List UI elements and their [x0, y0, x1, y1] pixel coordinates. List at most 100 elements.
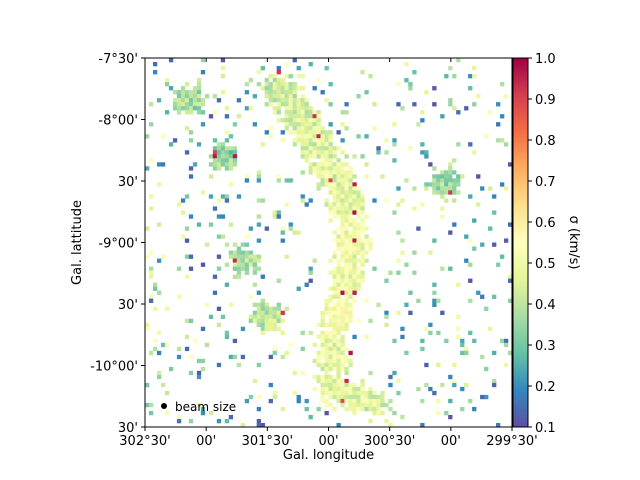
heatmap-cell	[488, 110, 493, 115]
heatmap-cell	[364, 242, 369, 247]
heatmap-cell	[324, 322, 329, 328]
heatmap-cell	[340, 190, 345, 195]
heatmap-cell	[192, 94, 198, 99]
heatmap-cell	[236, 266, 242, 271]
heatmap-cell	[324, 66, 329, 71]
heatmap-cell	[324, 334, 329, 340]
heatmap-cell	[296, 230, 301, 235]
heatmap-cell	[352, 246, 357, 251]
heatmap-cell	[452, 198, 457, 203]
heatmap-cell	[216, 142, 222, 147]
heatmap-cell	[280, 318, 285, 324]
heatmap-cell	[188, 90, 194, 95]
heatmap-cell	[220, 162, 226, 167]
heatmap-cell	[456, 178, 461, 183]
heatmap-cell	[308, 170, 313, 175]
heatmap-cell	[320, 182, 325, 187]
heatmap-cell	[316, 78, 321, 83]
heatmap-cell	[348, 386, 353, 392]
heatmap-cell	[336, 258, 341, 263]
heatmap-cell	[368, 394, 373, 400]
heatmap-cell	[360, 394, 365, 400]
heatmap-cell	[348, 314, 353, 320]
heatmap-cell	[276, 214, 281, 219]
heatmap-cell	[232, 146, 238, 151]
heatmap-cell	[356, 406, 361, 412]
heatmap-cell	[316, 126, 321, 131]
heatmap-cell	[280, 82, 285, 87]
heatmap-cell	[420, 422, 425, 428]
heatmap-cell	[340, 246, 345, 251]
heatmap-cell	[332, 318, 337, 324]
heatmap-cell	[252, 302, 257, 307]
heatmap-cell	[456, 58, 461, 63]
heatmap-cell	[412, 70, 417, 75]
heatmap-cell	[276, 210, 281, 215]
heatmap-cell	[156, 290, 162, 295]
heatmap-cell	[256, 314, 261, 320]
heatmap-cell	[348, 282, 353, 287]
heatmap-cell	[452, 74, 457, 79]
heatmap-cell	[376, 302, 381, 307]
heatmap-cell	[356, 402, 361, 408]
heatmap-cell	[252, 282, 257, 287]
heatmap-cell	[224, 146, 230, 151]
heatmap-cell	[300, 86, 305, 91]
heatmap-cell	[384, 138, 389, 143]
heatmap-cell	[356, 394, 361, 400]
heatmap-cell	[160, 342, 166, 348]
heatmap-cell	[232, 150, 238, 155]
heatmap-cell	[348, 402, 353, 408]
heatmap-cell	[300, 346, 305, 352]
heatmap-cell	[320, 318, 325, 324]
heatmap-cell	[264, 326, 269, 332]
heatmap-cell	[336, 182, 341, 187]
heatmap-cell	[472, 150, 477, 155]
heatmap-cell	[368, 402, 373, 408]
heatmap-cell	[324, 346, 329, 352]
heatmap-cell	[348, 170, 353, 175]
heatmap-cell	[336, 234, 341, 239]
heatmap-cell	[364, 298, 369, 303]
heatmap-cell	[504, 338, 509, 344]
heatmap-cell	[312, 150, 317, 155]
heatmap-cell	[320, 170, 325, 175]
heatmap-cell	[268, 310, 273, 315]
heatmap-cell	[272, 390, 277, 396]
heatmap-cell	[296, 98, 301, 103]
heatmap-cell	[156, 374, 162, 380]
heatmap-cell	[336, 390, 341, 396]
heatmap-cell	[256, 406, 261, 412]
heatmap-cell	[432, 238, 437, 243]
heatmap-cell	[312, 126, 317, 131]
heatmap-cell	[348, 398, 353, 404]
heatmap-cell	[380, 398, 385, 404]
heatmap-cell	[264, 130, 269, 135]
heatmap-cell	[308, 162, 313, 167]
heatmap-cell	[332, 182, 337, 187]
heatmap-cell	[256, 258, 261, 263]
heatmap-cell	[392, 370, 397, 376]
heatmap-cell	[336, 270, 341, 275]
heatmap-cell	[344, 298, 349, 303]
x-tick-label: 00'	[196, 434, 216, 449]
heatmap-cell	[284, 74, 289, 79]
heatmap-cell	[440, 182, 445, 187]
heatmap-cell	[408, 146, 413, 151]
heatmap-cell	[252, 122, 257, 127]
heatmap-cell	[332, 166, 337, 171]
heatmap-cell	[492, 242, 497, 247]
heatmap-cell	[332, 350, 337, 356]
heatmap-cell	[264, 302, 269, 307]
heatmap-cell	[352, 242, 357, 247]
heatmap-cell	[500, 254, 505, 259]
heatmap-cell	[232, 354, 238, 360]
heatmap-cell	[288, 222, 293, 227]
heatmap-cell	[340, 306, 345, 311]
heatmap-cell	[320, 134, 325, 139]
heatmap-cell	[272, 94, 277, 99]
heatmap-cell	[456, 182, 461, 187]
heatmap-cell	[316, 406, 321, 412]
heatmap-cell	[324, 142, 329, 147]
heatmap-cell	[344, 294, 349, 299]
